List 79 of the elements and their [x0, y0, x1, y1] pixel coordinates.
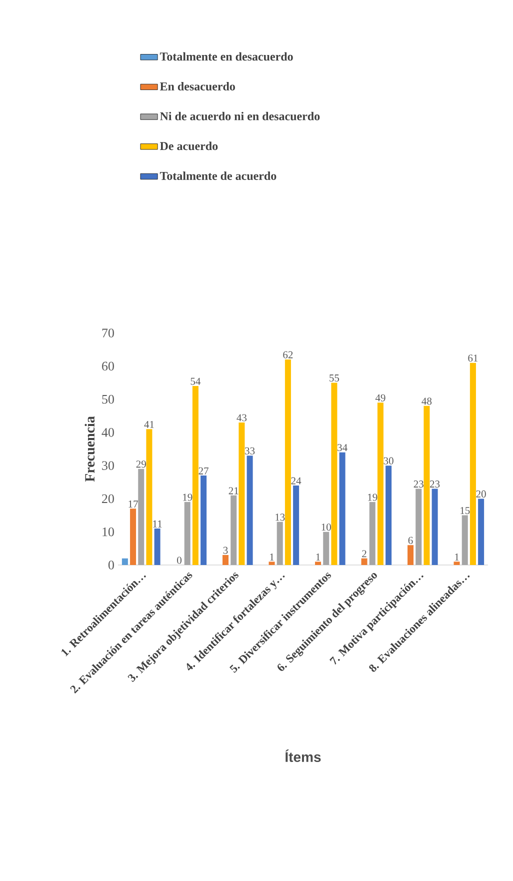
data-label: 27 [198, 467, 208, 474]
data-label: 48 [422, 398, 432, 405]
bar [276, 522, 283, 565]
legend-label: De acuerdo [160, 142, 218, 150]
y-tick-label: 10 [102, 527, 114, 536]
bar [416, 488, 422, 565]
bar [122, 558, 128, 565]
legend-label: En desacuerdo [160, 82, 235, 90]
bar [454, 562, 460, 565]
bar [369, 502, 376, 565]
data-label: 2 [362, 550, 366, 558]
data-label: 19 [183, 494, 192, 501]
data-label: 10 [322, 524, 331, 531]
data-label: 43 [236, 414, 247, 422]
bar [331, 382, 338, 565]
data-label: 6 [408, 536, 413, 544]
bar [478, 498, 484, 565]
data-label: 54 [190, 378, 201, 385]
data-label: 41 [144, 420, 154, 428]
y-axis-title: Frecuencia [84, 416, 95, 482]
y-tick-label: 20 [102, 494, 114, 504]
x-axis-title: Ítems [285, 749, 321, 762]
bar [268, 562, 275, 565]
data-label: 13 [276, 514, 285, 521]
y-tick-label: 30 [102, 461, 114, 470]
bar [462, 515, 468, 565]
data-label: 29 [136, 460, 146, 468]
data-label: 62 [283, 351, 293, 358]
data-label: 1 [316, 554, 320, 560]
bar [339, 452, 346, 565]
bar [361, 558, 368, 565]
data-label: 33 [245, 447, 255, 454]
bar [246, 456, 253, 565]
data-label: 21 [228, 487, 238, 494]
data-label: 61 [468, 354, 478, 362]
data-label: 17 [128, 500, 138, 508]
y-tick-label: 60 [102, 362, 114, 371]
bar [154, 528, 160, 565]
bar [222, 555, 229, 565]
y-tick-label: 50 [102, 394, 114, 404]
data-label: 23 [430, 480, 440, 488]
bar [138, 468, 144, 565]
data-label: 1 [270, 554, 274, 560]
legend-label: Totalmente en desacuerdo [160, 52, 293, 61]
data-label: 3 [223, 546, 228, 554]
data-label: 55 [330, 374, 340, 382]
bar [184, 502, 190, 565]
bar [432, 488, 438, 565]
bar [284, 360, 291, 565]
data-label: 0 [177, 556, 182, 564]
bar [130, 508, 136, 565]
data-label: 11 [153, 520, 162, 528]
legend-label: Totalmente de acuerdo [160, 172, 276, 180]
legend-label: Ni de acuerdo ni en desacuerdo [160, 112, 320, 120]
data-label: 30 [384, 457, 394, 464]
bar [323, 532, 330, 565]
data-label: 15 [460, 507, 470, 514]
data-label: 23 [414, 480, 424, 488]
data-label: 1 [455, 554, 459, 560]
bar [470, 362, 476, 565]
data-label: 24 [291, 477, 302, 484]
bar [293, 485, 300, 565]
y-tick-label: 40 [102, 428, 114, 437]
bar [386, 466, 392, 565]
y-tick-label: 0 [108, 560, 114, 570]
bar [230, 495, 237, 565]
bar [408, 545, 414, 565]
bar [315, 562, 322, 565]
bar [200, 476, 207, 565]
data-label: 19 [368, 494, 378, 501]
data-label: 34 [338, 444, 348, 452]
data-label: 20 [476, 490, 486, 498]
bar [424, 406, 430, 565]
y-tick-label: 70 [102, 328, 114, 338]
bar [238, 422, 245, 565]
bar [377, 402, 384, 565]
data-label: 49 [375, 394, 386, 402]
bar [146, 429, 152, 565]
bar [192, 386, 198, 565]
